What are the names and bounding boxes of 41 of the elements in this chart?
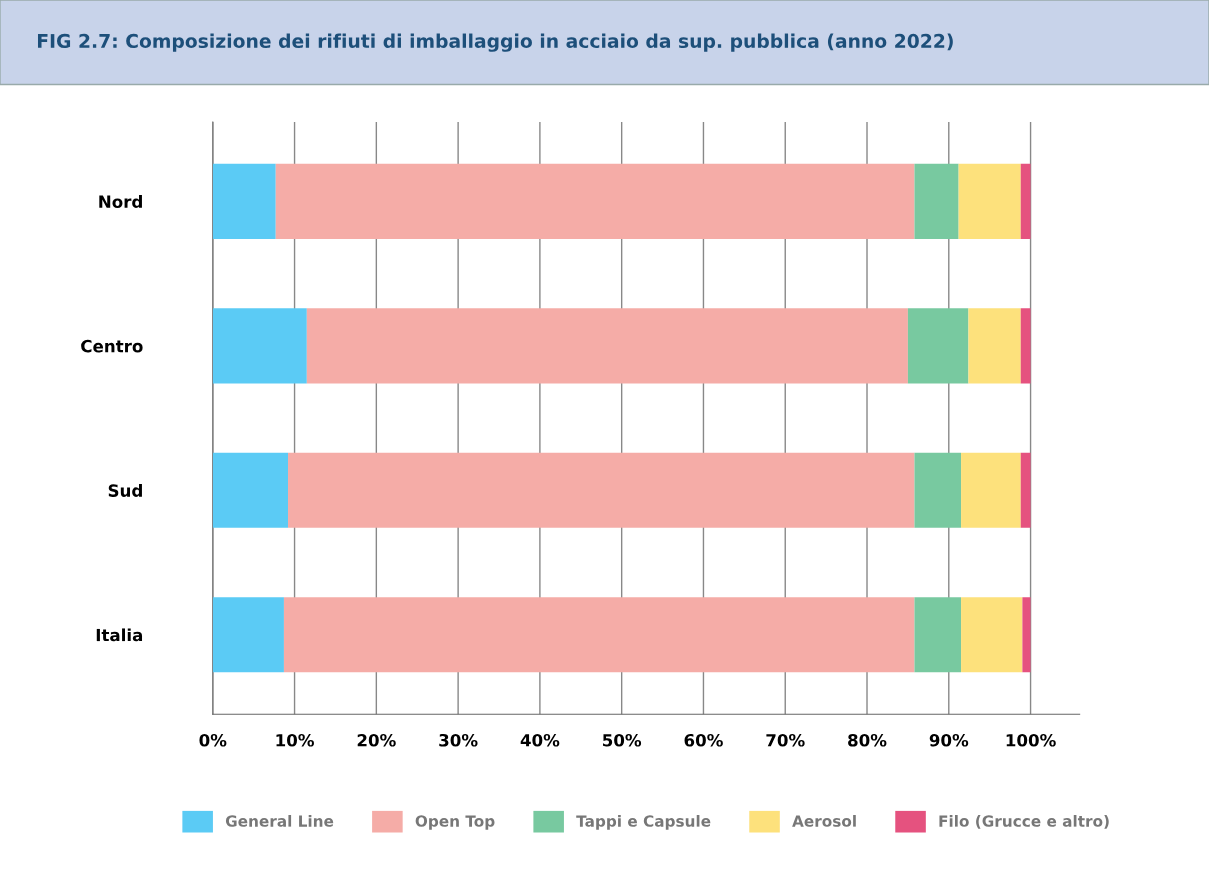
x-tick-label: 30% (439, 733, 478, 747)
y-tick-label: Sud (108, 483, 142, 497)
x-tick-label: 10% (276, 733, 314, 747)
bar (1020, 308, 1031, 384)
chart-title: FIG 2.7: Composizione dei rifiuti di imballaggio in acciaio da sup. pubblica (anno 2022) (37, 33, 953, 52)
x-tick-label: 70% (766, 733, 805, 747)
bar (907, 308, 969, 384)
x-tick-label: 80% (848, 733, 887, 747)
bar (1020, 163, 1031, 239)
legend-label: Aerosol (792, 815, 856, 827)
x-tick-label: 100% (1006, 733, 1056, 747)
bar (212, 308, 307, 384)
bar (914, 452, 962, 528)
x-tick-label: 90% (929, 733, 969, 747)
bar (961, 452, 1021, 528)
bar (968, 308, 1021, 384)
bar (1020, 452, 1031, 528)
legend-label: Tappi e Capsule (576, 815, 711, 830)
legend-label: Filo (Grucce e altro) (939, 815, 1109, 829)
y-tick-label: Nord (99, 195, 142, 208)
bar (306, 308, 908, 384)
legend-label: General Line (225, 815, 334, 827)
bar (961, 597, 1023, 673)
bar (288, 452, 915, 528)
x-tick-label: 0% (199, 733, 227, 747)
bar (1022, 597, 1031, 673)
y-tick-label: Centro (81, 339, 143, 353)
bar (275, 163, 915, 239)
x-tick-label: 40% (520, 733, 560, 747)
legend-label: Open Top (415, 815, 495, 830)
x-tick-label: 50% (603, 733, 642, 747)
bar (914, 163, 959, 239)
bar (958, 163, 1021, 239)
bar (914, 597, 962, 673)
x-tick-label: 20% (357, 733, 396, 747)
bar (212, 452, 289, 528)
bar (212, 163, 276, 239)
x-tick-label: 60% (684, 733, 723, 747)
y-tick-label: Italia (96, 628, 143, 642)
bar (283, 597, 915, 673)
bar (212, 597, 284, 673)
